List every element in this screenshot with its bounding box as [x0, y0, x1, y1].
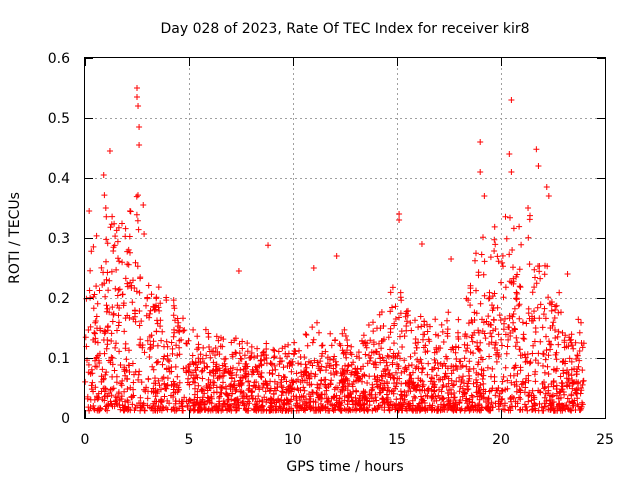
- roti-point: [136, 124, 143, 130]
- roti-point: [235, 268, 242, 274]
- x-tick-label: 5: [185, 432, 194, 448]
- roti-point: [134, 85, 140, 91]
- tick-labels: 0 5 10 15 20 25 0 0.1 0.2 0.3 0.4 0.5 0.6: [48, 51, 614, 448]
- x-tick-label: 10: [284, 432, 302, 448]
- roti-point: [448, 256, 455, 262]
- roti-point: [140, 202, 147, 208]
- y-tick-label: 0.5: [48, 111, 70, 127]
- x-axis-title: GPS time / hours: [286, 459, 403, 475]
- roti-point: [508, 97, 515, 103]
- y-axis-title: ROTI / TECUs: [7, 192, 23, 284]
- roti-point: [265, 242, 272, 249]
- x-tick-label: 25: [596, 432, 614, 448]
- roti-point: [525, 205, 532, 211]
- data-points: [82, 85, 587, 414]
- roti-point: [564, 271, 571, 277]
- grid: [85, 58, 605, 418]
- roti-point: [86, 208, 93, 214]
- roti-point: [481, 193, 488, 199]
- roti-point: [533, 146, 540, 153]
- roti-point: [506, 151, 513, 157]
- plot-frame: [84, 57, 606, 419]
- x-tick-label: 20: [492, 432, 510, 448]
- roti-point: [477, 139, 484, 145]
- roti-point: [135, 103, 142, 109]
- roti-point: [396, 211, 403, 217]
- roti-point: [333, 253, 340, 259]
- roti-point: [106, 148, 113, 154]
- roti-point: [100, 172, 107, 178]
- roti-point: [396, 217, 403, 223]
- roti-point: [136, 142, 143, 148]
- y-tick-label: 0.4: [48, 171, 70, 187]
- roti-point: [134, 94, 140, 100]
- roti-point: [543, 184, 550, 190]
- roti-point: [477, 169, 484, 175]
- y-tick-label: 0.1: [48, 351, 70, 367]
- roti-point: [310, 265, 317, 271]
- roti-point: [535, 163, 542, 169]
- axis-ticks: [85, 58, 606, 419]
- y-tick-label: 0: [61, 411, 70, 427]
- roti-point: [102, 205, 109, 211]
- y-tick-label: 0.6: [48, 51, 70, 67]
- roti-point: [418, 241, 425, 247]
- y-tick-label: 0.2: [48, 291, 70, 307]
- chart-title: Day 028 of 2023, Rate Of TEC Index for r…: [160, 21, 529, 37]
- roti-point: [508, 169, 515, 175]
- roti-point-cloud: [82, 192, 587, 414]
- roti-point: [545, 193, 552, 199]
- x-tick-label: 0: [81, 432, 90, 448]
- y-tick-label: 0.3: [48, 231, 70, 247]
- x-tick-label: 15: [388, 432, 406, 448]
